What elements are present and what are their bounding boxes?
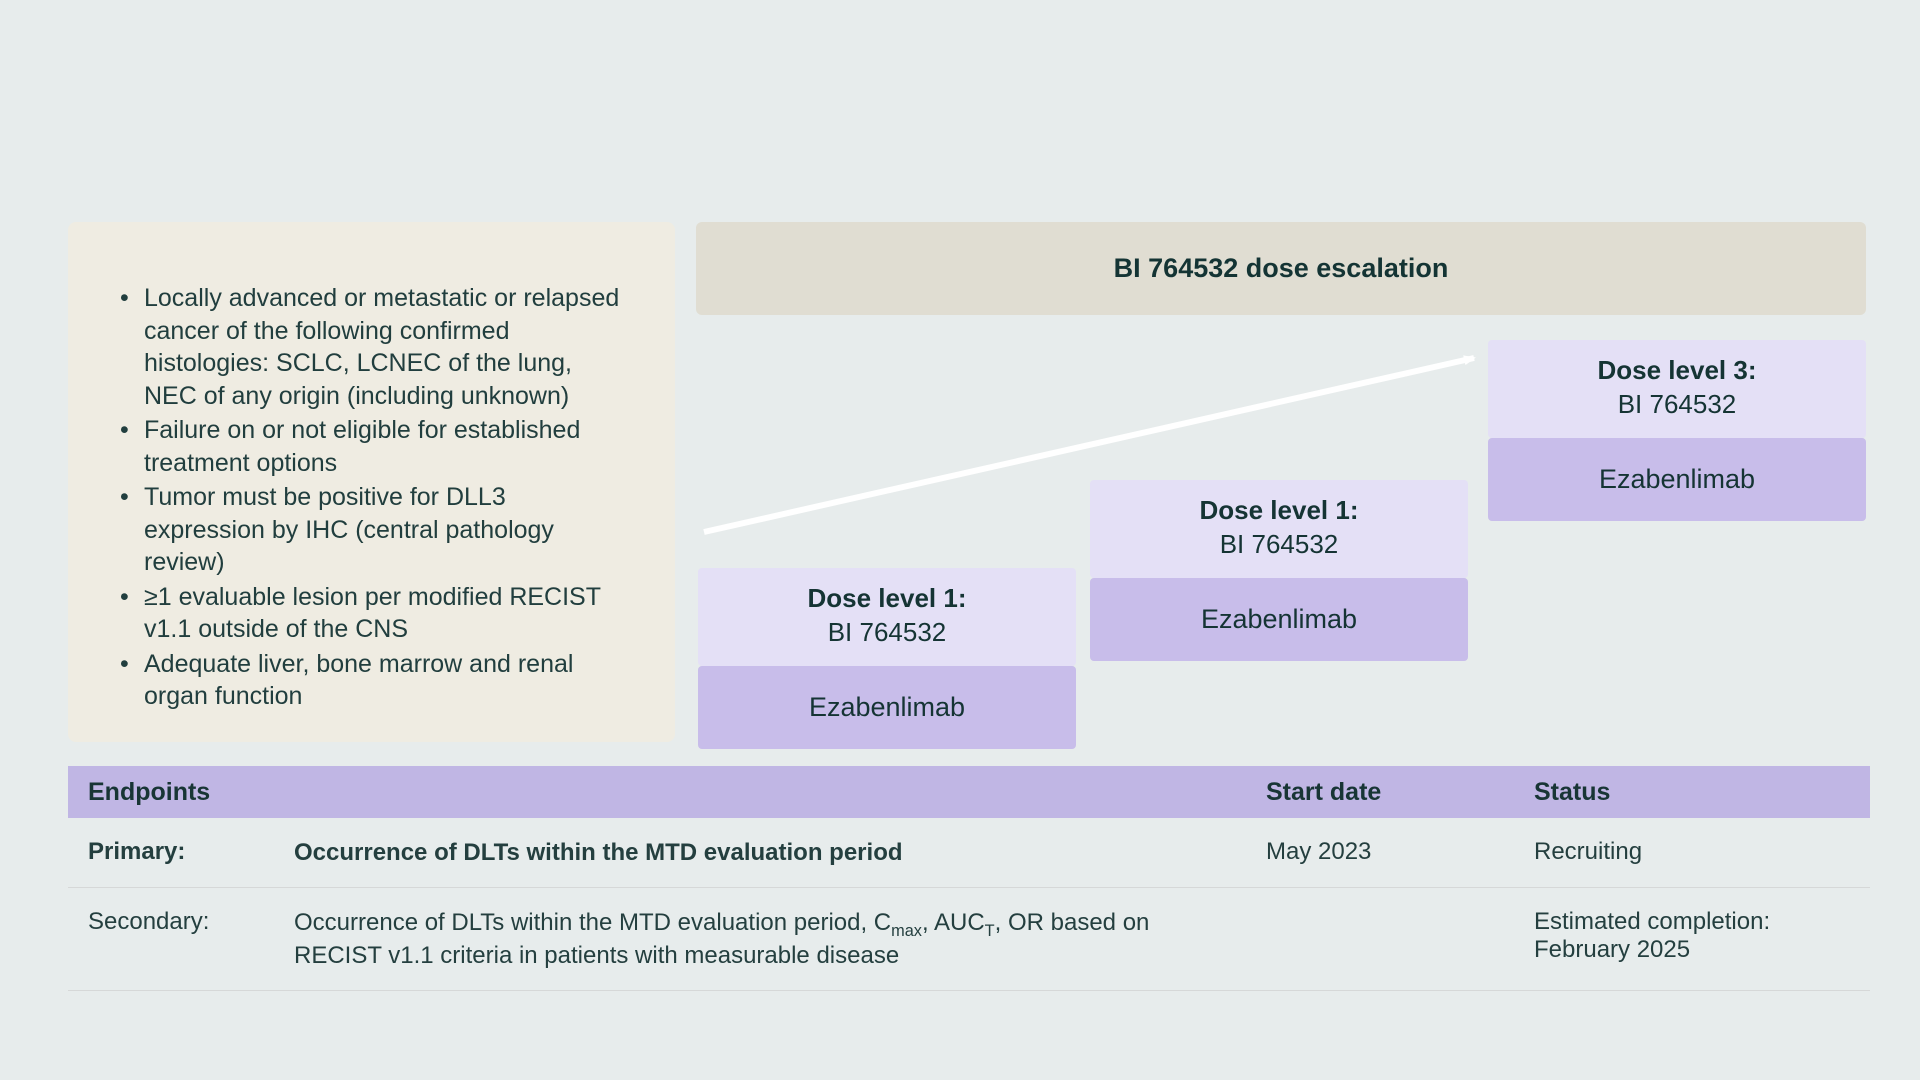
criteria-item: ≥1 evaluable lesion per modified RECIST … (116, 581, 627, 646)
th-status: Status (1534, 778, 1870, 807)
dose-sub: BI 764532 (1220, 529, 1339, 559)
trial-design-diagram: Locally advanced or metastatic or relaps… (0, 0, 1920, 1080)
inclusion-criteria-list: Locally advanced or metastatic or relaps… (116, 282, 627, 713)
dose-escalation-header: BI 764532 dose escalation (696, 222, 1866, 315)
table-header-row: Endpoints Start date Status (68, 766, 1870, 818)
endpoint-label: Primary: (68, 838, 294, 866)
dose-bottom-box: Ezabenlimab (1090, 578, 1468, 661)
dose-level-1a: Dose level 1: BI 764532 Ezabenlimab (698, 568, 1076, 749)
dose-top-box: Dose level 3: BI 764532 (1488, 340, 1866, 438)
dose-title: Dose level 1: (1200, 495, 1359, 525)
endpoint-text: Occurrence of DLTs within the MTD evalua… (294, 908, 1266, 972)
th-start: Start date (1266, 778, 1534, 807)
endpoints-table: Endpoints Start date Status Primary: Occ… (68, 766, 1870, 991)
start-date: May 2023 (1266, 838, 1534, 866)
endpoint-text: Occurrence of DLTs within the MTD evalua… (294, 838, 1266, 869)
status-text: Estimated completion: February 2025 (1534, 908, 1870, 964)
dose-level-1b: Dose level 1: BI 764532 Ezabenlimab (1090, 480, 1468, 661)
criteria-item: Failure on or not eligible for establish… (116, 414, 627, 479)
dose-title: Dose level 3: (1598, 355, 1757, 385)
th-endpoints: Endpoints (68, 778, 1266, 807)
dose-top-box: Dose level 1: BI 764532 (698, 568, 1076, 666)
inclusion-criteria-panel: Locally advanced or metastatic or relaps… (68, 222, 675, 742)
dose-bottom-box: Ezabenlimab (1488, 438, 1866, 521)
dose-level-3: Dose level 3: BI 764532 Ezabenlimab (1488, 340, 1866, 521)
criteria-item: Tumor must be positive for DLL3 expressi… (116, 481, 627, 579)
criteria-item: Adequate liver, bone marrow and renal or… (116, 648, 627, 713)
dose-top-box: Dose level 1: BI 764532 (1090, 480, 1468, 578)
dose-sub: BI 764532 (828, 617, 947, 647)
dose-title: Dose level 1: (808, 583, 967, 613)
table-row: Secondary: Occurrence of DLTs within the… (68, 888, 1870, 991)
status-text: Recruiting (1534, 838, 1870, 866)
criteria-item: Locally advanced or metastatic or relaps… (116, 282, 627, 412)
endpoint-label: Secondary: (68, 908, 294, 936)
table-row: Primary: Occurrence of DLTs within the M… (68, 818, 1870, 888)
dose-bottom-box: Ezabenlimab (698, 666, 1076, 749)
dose-sub: BI 764532 (1618, 389, 1737, 419)
